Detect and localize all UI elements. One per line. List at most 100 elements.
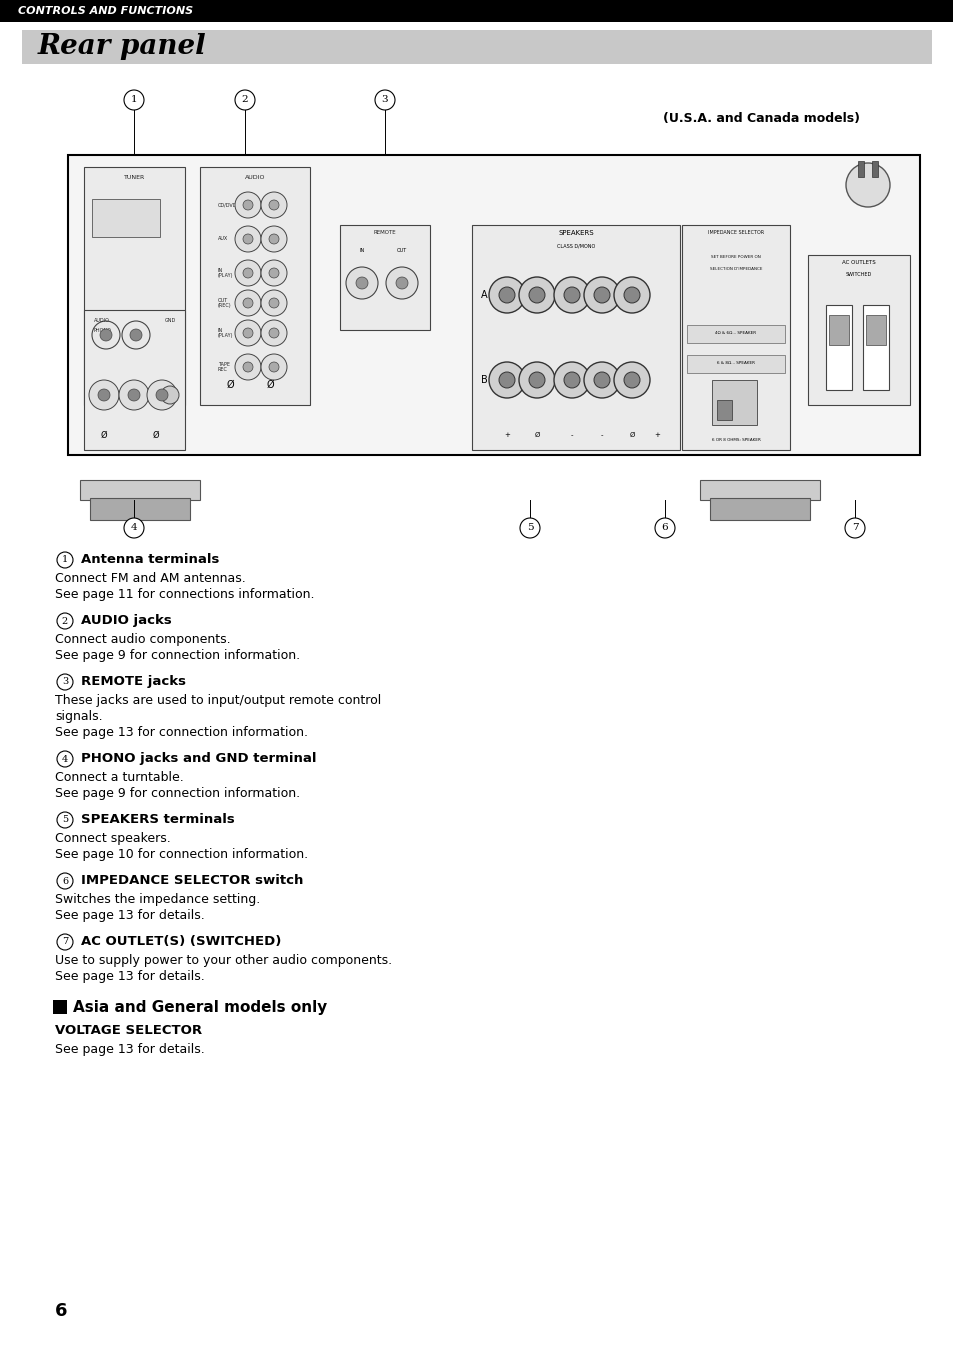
Text: TAPE
REC: TAPE REC	[218, 361, 230, 372]
Circle shape	[243, 298, 253, 307]
Circle shape	[243, 200, 253, 210]
Bar	[686, 325, 784, 342]
Circle shape	[386, 267, 417, 299]
Text: 6 & 8Ω... SPEAKER: 6 & 8Ω... SPEAKER	[717, 361, 754, 365]
Bar	[339, 225, 430, 330]
Circle shape	[243, 268, 253, 278]
Bar	[681, 225, 789, 450]
Circle shape	[563, 372, 579, 388]
Bar	[807, 255, 909, 404]
Text: AC OUTLET(S) (SWITCHED): AC OUTLET(S) (SWITCHED)	[81, 936, 281, 948]
Circle shape	[269, 328, 278, 338]
Circle shape	[623, 287, 639, 303]
Circle shape	[269, 268, 278, 278]
Text: REMOTE: REMOTE	[374, 231, 395, 235]
Circle shape	[243, 235, 253, 244]
Circle shape	[234, 260, 261, 286]
Circle shape	[498, 287, 515, 303]
Text: Antenna terminals: Antenna terminals	[81, 553, 219, 566]
Bar	[686, 355, 784, 373]
Bar	[862, 305, 888, 390]
Circle shape	[57, 934, 73, 950]
Text: See page 9 for connection information.: See page 9 for connection information.	[55, 648, 300, 662]
Bar	[472, 225, 679, 450]
Text: (U.S.A. and Canada models): (U.S.A. and Canada models)	[662, 112, 859, 125]
Text: Asia and General models only: Asia and General models only	[73, 1000, 327, 1015]
Text: AUDIO jacks: AUDIO jacks	[81, 613, 172, 627]
Text: SET BEFORE POWER ON: SET BEFORE POWER ON	[710, 255, 760, 259]
Circle shape	[655, 518, 675, 538]
Text: 6: 6	[62, 876, 68, 886]
Text: GND: GND	[164, 318, 175, 324]
Text: See page 11 for connections information.: See page 11 for connections information.	[55, 588, 314, 601]
Text: 1: 1	[62, 555, 68, 565]
Circle shape	[57, 551, 73, 568]
Circle shape	[234, 355, 261, 380]
Circle shape	[57, 811, 73, 828]
Text: See page 13 for details.: See page 13 for details.	[55, 1043, 205, 1055]
Text: Ø: Ø	[226, 380, 233, 390]
Text: 2: 2	[62, 616, 68, 625]
Bar	[825, 305, 851, 390]
Text: SPEAKERS terminals: SPEAKERS terminals	[81, 813, 234, 826]
Text: -: -	[600, 431, 602, 438]
Text: IN
(PLAY): IN (PLAY)	[218, 268, 233, 279]
Text: Ø: Ø	[101, 430, 107, 439]
Text: See page 9 for connection information.: See page 9 for connection information.	[55, 787, 300, 799]
Text: A: A	[480, 290, 487, 301]
Bar	[828, 315, 848, 345]
Bar	[857, 160, 863, 177]
Circle shape	[594, 372, 609, 388]
Text: 4: 4	[131, 523, 137, 532]
Bar	[84, 310, 185, 450]
Circle shape	[57, 874, 73, 888]
Circle shape	[529, 372, 544, 388]
Circle shape	[156, 390, 168, 400]
Bar	[865, 315, 885, 345]
Text: +: +	[503, 431, 510, 438]
Bar	[200, 167, 310, 404]
Bar	[84, 167, 185, 404]
Circle shape	[518, 276, 555, 313]
Text: Connect a turntable.: Connect a turntable.	[55, 771, 184, 785]
Text: AC OUTLETS: AC OUTLETS	[841, 260, 875, 266]
Text: 2: 2	[241, 96, 248, 105]
Circle shape	[594, 287, 609, 303]
Text: Rear panel: Rear panel	[38, 34, 207, 61]
Circle shape	[91, 321, 120, 349]
Text: See page 10 for connection information.: See page 10 for connection information.	[55, 848, 308, 861]
Text: IMPEDANCE SELECTOR switch: IMPEDANCE SELECTOR switch	[81, 874, 303, 887]
Circle shape	[57, 751, 73, 767]
Text: 7: 7	[851, 523, 858, 532]
Circle shape	[346, 267, 377, 299]
Bar	[91, 200, 160, 237]
Bar	[709, 497, 809, 520]
Text: 5: 5	[62, 816, 68, 825]
Circle shape	[519, 518, 539, 538]
Circle shape	[529, 287, 544, 303]
Text: 4Ω & 6Ω... SPEAKER: 4Ω & 6Ω... SPEAKER	[715, 332, 756, 336]
Circle shape	[161, 386, 179, 404]
Text: 3: 3	[62, 678, 68, 686]
Text: 4: 4	[62, 755, 68, 763]
Circle shape	[554, 363, 589, 398]
Text: CD/DVD: CD/DVD	[218, 202, 237, 208]
Circle shape	[119, 380, 149, 410]
Circle shape	[583, 363, 619, 398]
Circle shape	[623, 372, 639, 388]
Text: Switches the impedance setting.: Switches the impedance setting.	[55, 892, 260, 906]
Text: Connect speakers.: Connect speakers.	[55, 832, 171, 845]
Circle shape	[234, 191, 261, 218]
Circle shape	[554, 276, 589, 313]
Text: Ø: Ø	[629, 431, 634, 438]
Text: Ø: Ø	[152, 430, 159, 439]
Bar	[68, 155, 919, 456]
Text: -: -	[570, 431, 573, 438]
Circle shape	[261, 226, 287, 252]
Text: VOLTAGE SELECTOR: VOLTAGE SELECTOR	[55, 1024, 202, 1037]
Circle shape	[147, 380, 177, 410]
Bar	[700, 480, 820, 500]
Text: SPEAKERS: SPEAKERS	[558, 231, 593, 236]
Text: See page 13 for connection information.: See page 13 for connection information.	[55, 727, 308, 739]
Bar	[53, 1000, 67, 1014]
